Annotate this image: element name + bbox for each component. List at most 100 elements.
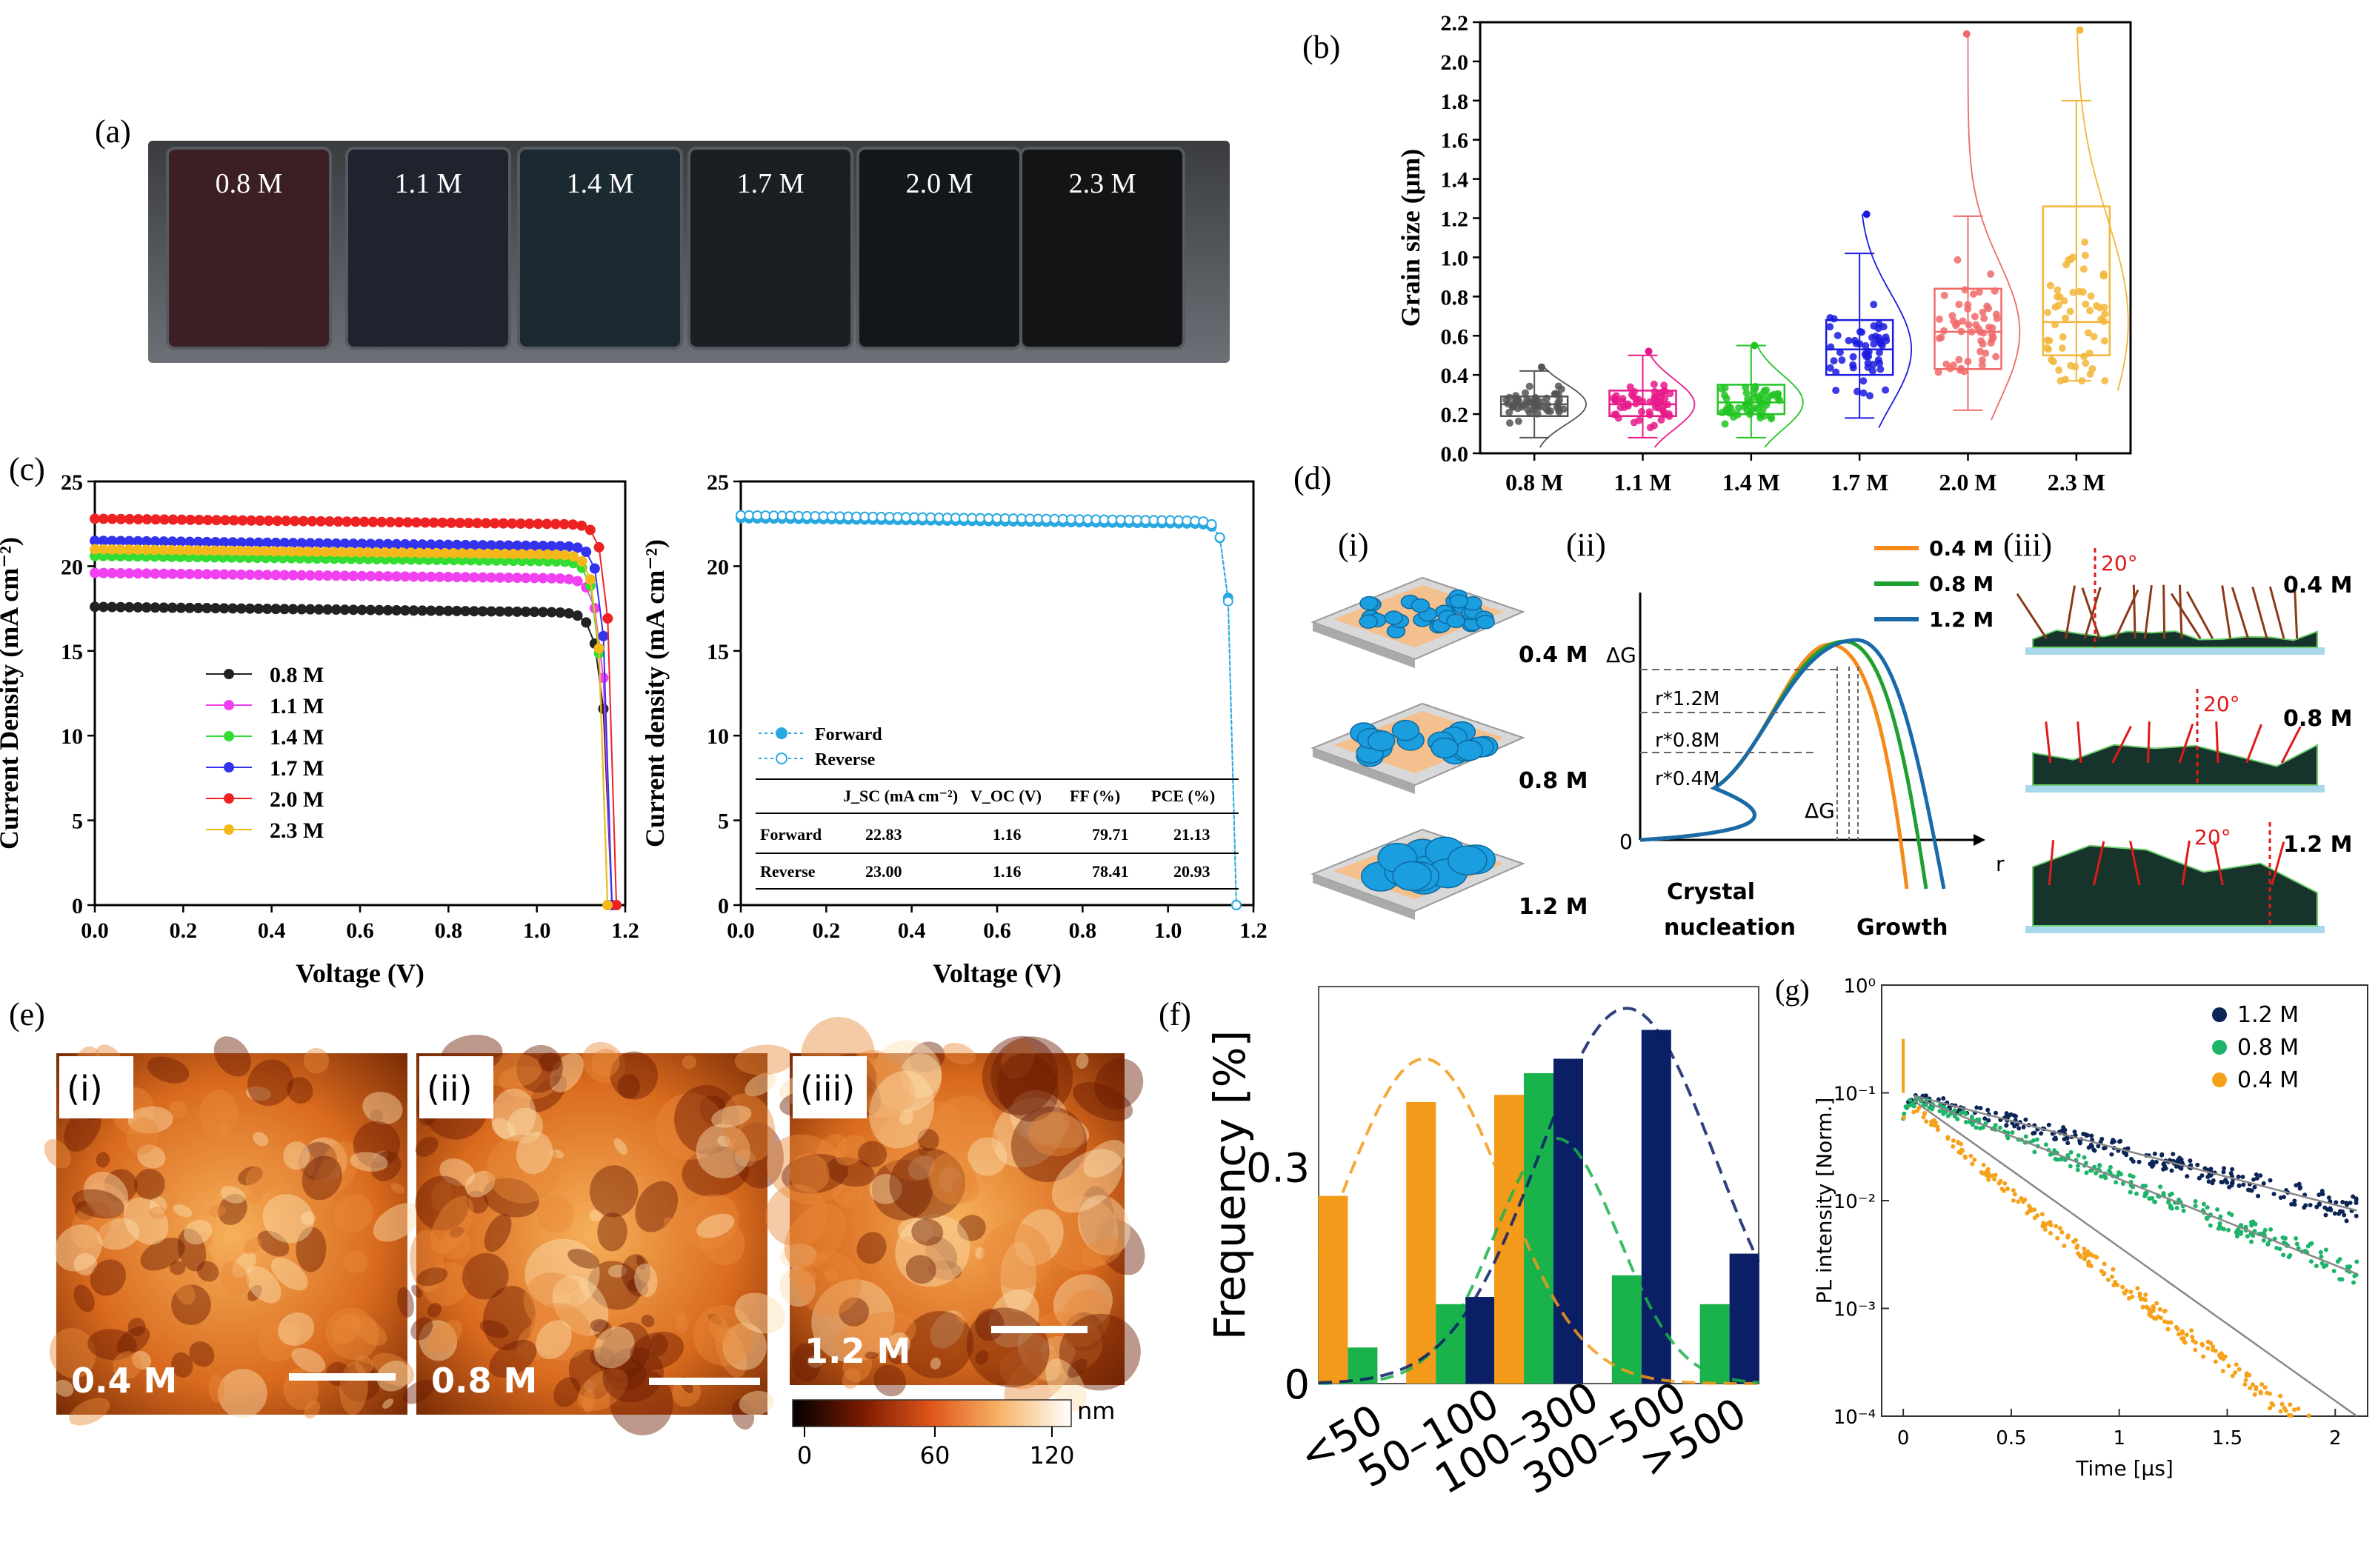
afm-grain	[788, 1153, 830, 1193]
afm-grain	[464, 1170, 496, 1198]
x-tick-label: 1.2	[611, 918, 639, 943]
series-marker	[98, 513, 109, 524]
data-point	[2218, 1214, 2223, 1219]
series-marker	[337, 547, 348, 558]
afm-grain	[789, 1267, 817, 1286]
nucleus	[1392, 861, 1432, 892]
afm-grain	[630, 1332, 685, 1370]
bar	[1494, 1095, 1524, 1384]
data-point	[2282, 1235, 2287, 1241]
y-tick-label: 10	[707, 724, 729, 749]
y-tick-label: 20	[707, 555, 729, 579]
y-tick-label: 15	[61, 640, 83, 664]
y-tick-label: 1.2	[1441, 207, 1469, 232]
nucleus	[1449, 594, 1468, 609]
series-marker	[533, 518, 544, 530]
violin-outline	[1648, 351, 1696, 448]
axis-zero: 0	[1619, 830, 1633, 854]
series-marker	[408, 571, 419, 582]
series-marker	[253, 603, 264, 614]
data-point	[2168, 1204, 2173, 1209]
data-point	[2230, 1167, 2235, 1172]
series-marker	[316, 516, 327, 527]
afm-grain	[587, 1261, 642, 1310]
data-point	[1923, 1093, 1928, 1098]
data-point	[1827, 343, 1835, 351]
series-marker	[330, 604, 342, 615]
conc-label: 0.4 M	[71, 1361, 177, 1401]
bar	[1406, 1101, 1436, 1384]
nucleus	[1448, 845, 1488, 875]
data-point	[2354, 1213, 2359, 1218]
data-point	[2237, 1183, 2242, 1188]
data-point	[1776, 396, 1784, 404]
series-marker	[411, 517, 422, 528]
afm-grain	[54, 1379, 74, 1397]
afm-grain	[537, 1195, 574, 1233]
series-marker	[304, 570, 316, 581]
data-point	[1968, 328, 1976, 336]
afm-grain	[577, 1368, 628, 1412]
afm-grain	[430, 1195, 474, 1254]
series-marker	[365, 570, 376, 581]
data-point	[2082, 300, 2090, 308]
series-marker	[382, 538, 393, 550]
data-point	[2177, 1155, 2182, 1161]
afm-grain	[343, 1250, 368, 1273]
data-point	[2013, 1114, 2018, 1119]
series-marker	[220, 515, 231, 526]
x-tick-label: 0	[1897, 1427, 1910, 1449]
afm-grain	[390, 1183, 405, 1194]
data-point	[1971, 313, 1979, 321]
data-point	[1985, 323, 1994, 331]
afm-grain	[44, 1139, 71, 1169]
table-cell: Forward	[760, 825, 822, 844]
series-marker	[572, 576, 583, 587]
series-marker	[419, 517, 430, 528]
data-point	[2199, 1173, 2205, 1178]
substrate	[2025, 785, 2325, 793]
data-point	[2345, 1264, 2350, 1270]
data-point	[2010, 1130, 2015, 1135]
afm-grain	[627, 1278, 649, 1297]
data-point	[1992, 1177, 1997, 1182]
data-point	[2012, 1192, 2017, 1197]
series-marker	[90, 567, 100, 578]
afm-grain	[655, 1093, 725, 1160]
series-marker	[339, 570, 350, 581]
data-point	[1660, 387, 1668, 396]
series-marker	[124, 568, 135, 579]
series-marker	[417, 605, 428, 616]
data-point	[2075, 1167, 2080, 1172]
series-marker	[529, 607, 540, 618]
series-marker	[133, 536, 144, 547]
data-point	[2130, 1294, 2135, 1299]
data-point	[1858, 328, 1866, 336]
series-marker	[107, 536, 118, 547]
afm-grain	[189, 1341, 215, 1367]
conc-label: 0.4 M	[1519, 642, 1588, 668]
series-marker	[90, 601, 100, 613]
afm-grain	[872, 1159, 933, 1221]
series-marker	[468, 572, 479, 583]
data-point	[2101, 377, 2109, 385]
series-marker	[98, 544, 109, 555]
data-point	[1970, 1122, 1975, 1127]
data-point	[2226, 1364, 2231, 1369]
data-point	[1968, 1153, 1974, 1158]
afm-grain	[895, 1214, 970, 1287]
afm-grain	[149, 1206, 167, 1220]
afm-grain	[1014, 1209, 1064, 1266]
data-point	[2069, 288, 2077, 296]
orientation-arrow	[2221, 585, 2232, 639]
nucleus	[1431, 737, 1459, 759]
data-point	[2208, 1173, 2214, 1178]
data-point	[1986, 1118, 1991, 1123]
afm-grain	[955, 1307, 970, 1324]
data-point	[2011, 1198, 2016, 1203]
afm-grain	[74, 1201, 95, 1221]
substrate-edge	[1313, 622, 1415, 668]
afm-grain	[617, 1074, 640, 1099]
data-point	[2068, 1150, 2074, 1155]
y-tick-label: 25	[61, 470, 83, 495]
